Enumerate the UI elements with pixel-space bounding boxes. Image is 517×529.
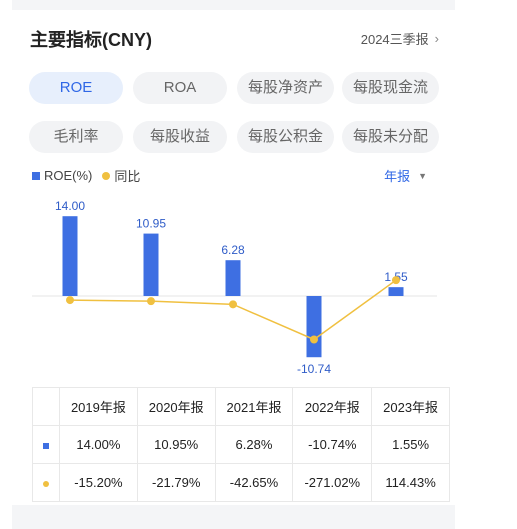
- table-header: 2019年报: [59, 387, 138, 426]
- table-cell: -271.02%: [292, 463, 373, 502]
- roe-bar: [388, 287, 404, 296]
- tab-capital-reserve-per-share[interactable]: 每股公积金: [237, 121, 334, 153]
- section-title: 主要指标(CNY): [30, 30, 152, 50]
- table-cell: -21.79%: [136, 463, 216, 502]
- table-cell: 1.55%: [371, 425, 450, 464]
- line-legend-marker: [102, 171, 111, 180]
- tab-bvps[interactable]: 每股净资产: [237, 72, 334, 104]
- table-cell: 114.43%: [371, 463, 450, 502]
- bar-value-label: 6.28: [221, 243, 245, 257]
- table-row-yoy: -15.20% -21.79% -42.65% -271.02% 114.43%: [32, 463, 450, 502]
- indicator-table: 2019年报 2020年报 2021年报 2022年报 2023年报 14.00…: [32, 387, 450, 502]
- yoy-point: [310, 335, 318, 344]
- table-header: 2023年报: [371, 387, 450, 426]
- bottom-divider: [12, 505, 455, 529]
- yoy-point: [229, 300, 237, 309]
- period-dropdown[interactable]: 年报 ▼: [384, 166, 427, 185]
- bar-legend-marker: [32, 171, 40, 180]
- chevron-right-icon: ›: [434, 31, 439, 46]
- report-period-label: 2024三季报: [360, 32, 429, 47]
- table-row-roe: 14.00% 10.95% 6.28% -10.74% 1.55%: [32, 425, 450, 464]
- bar-value-label: 10.95: [136, 217, 166, 231]
- legend-yoy: 同比: [114, 169, 141, 184]
- main-indicators-card: 主要指标(CNY) 2024三季报 › ROE ROA 每股净资产 每股现金流 …: [12, 0, 455, 529]
- yoy-point: [392, 276, 400, 285]
- table-header: 2022年报: [292, 387, 373, 426]
- yoy-point: [147, 297, 155, 306]
- caret-down-icon: ▼: [418, 170, 427, 181]
- tab-undistributed-profit-per-share[interactable]: 每股未分配: [342, 121, 439, 153]
- roe-bar: [62, 216, 78, 296]
- roe-bar: [143, 233, 159, 296]
- bar-value-label: -10.74: [297, 362, 331, 376]
- chart-legend: ROE(%) 同比: [32, 166, 140, 185]
- tab-roe[interactable]: ROE: [29, 72, 123, 104]
- yoy-row-marker: [32, 463, 60, 502]
- table-cell: 14.00%: [59, 425, 138, 464]
- tab-eps[interactable]: 每股收益: [133, 121, 227, 153]
- yoy-point: [66, 296, 74, 305]
- table-cell: 6.28%: [214, 425, 294, 464]
- legend-roe: ROE(%): [44, 168, 93, 183]
- tab-gross-margin[interactable]: 毛利率: [29, 121, 123, 153]
- table-header: 2021年报: [214, 387, 294, 426]
- bar-value-label: 14.00: [55, 199, 85, 213]
- bar-marker-icon: [43, 443, 49, 449]
- dot-marker-icon: [43, 481, 49, 487]
- top-divider: [12, 0, 455, 10]
- period-label: 年报: [384, 169, 411, 184]
- table-cell: -15.20%: [59, 463, 138, 502]
- table-header-row: 2019年报 2020年报 2021年报 2022年报 2023年报: [32, 387, 450, 426]
- roe-row-marker: [32, 425, 60, 464]
- table-cell: -42.65%: [214, 463, 294, 502]
- table-corner: [32, 387, 60, 426]
- roe-bar: [225, 260, 241, 296]
- table-cell: 10.95%: [136, 425, 216, 464]
- table-cell: -10.74%: [292, 425, 373, 464]
- tab-cash-flow-per-share[interactable]: 每股现金流: [342, 72, 439, 104]
- roe-bar: [306, 296, 322, 358]
- report-period-link[interactable]: 2024三季报 ›: [361, 29, 439, 48]
- tab-roa[interactable]: ROA: [133, 72, 227, 104]
- table-header: 2020年报: [136, 387, 216, 426]
